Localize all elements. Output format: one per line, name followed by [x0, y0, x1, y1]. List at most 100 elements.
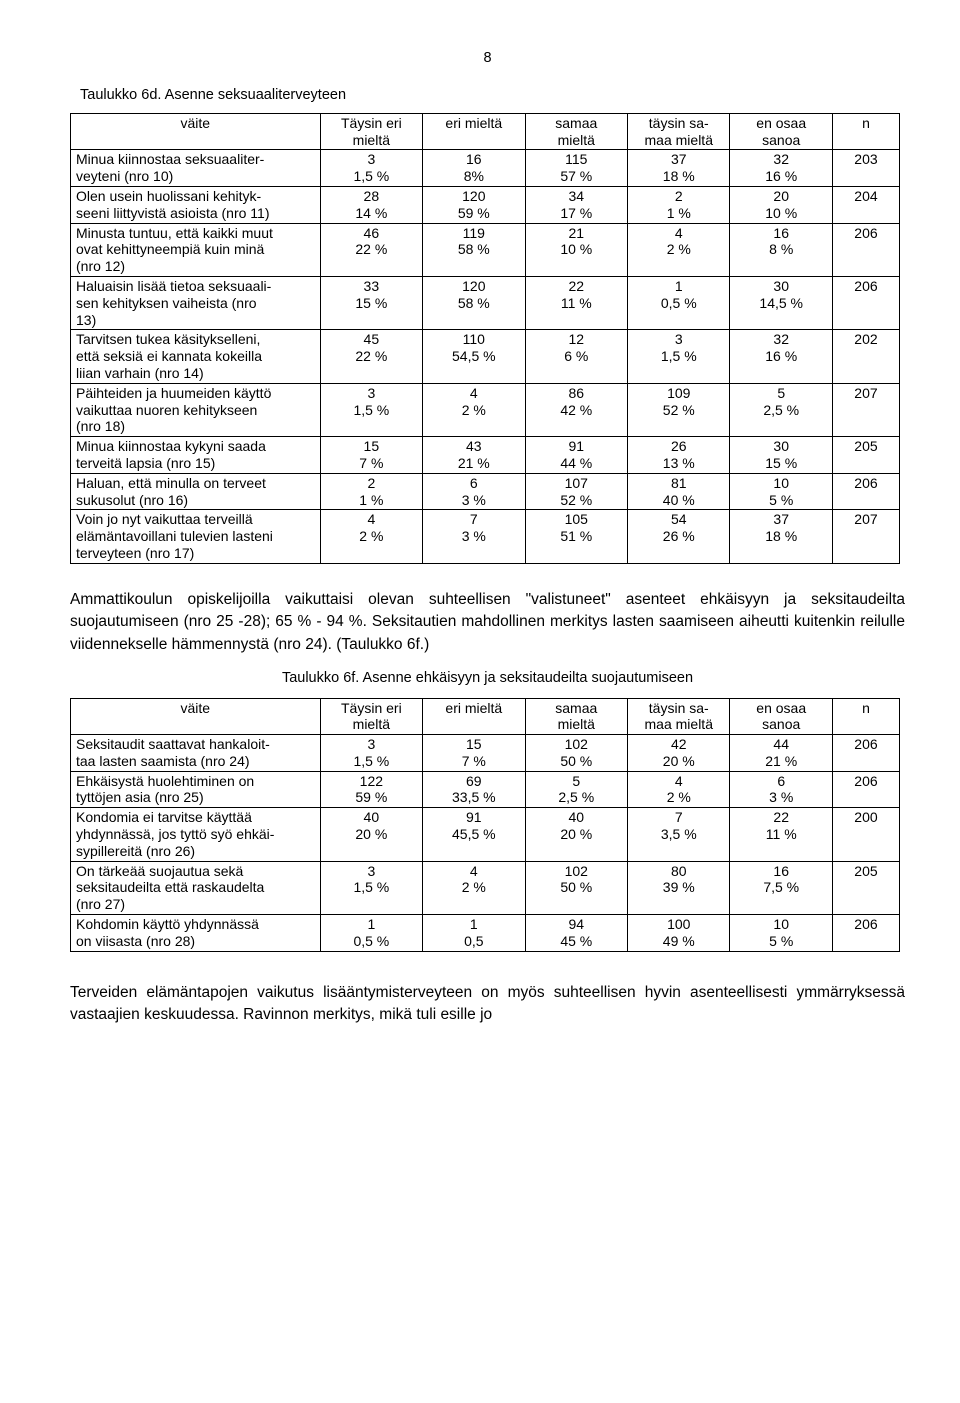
- col-vaite: väite: [71, 113, 321, 150]
- cell-n: 206: [832, 735, 899, 772]
- cell: 126 %: [525, 330, 627, 383]
- cell: 105 %: [730, 473, 832, 510]
- col-en-osaa: en osaasanoa: [730, 113, 832, 150]
- cell: 10049 %: [628, 915, 730, 952]
- row-label: Kondomia ei tarvitse käyttääyhdynnässä, …: [71, 808, 321, 861]
- cell: 2211 %: [525, 276, 627, 329]
- cell-n: 206: [832, 915, 899, 952]
- table-row: Minua kiinnostaa kykyni saadaterveitä la…: [71, 437, 900, 474]
- table-row: Voin jo nyt vaikuttaa terveilläelämäntav…: [71, 510, 900, 563]
- cell: 168%: [423, 150, 525, 187]
- table2-title: Taulukko 6f. Asenne ehkäisyyn ja seksita…: [70, 670, 905, 687]
- cell: 9144 %: [525, 437, 627, 474]
- cell: 21 %: [320, 473, 422, 510]
- table-row: Päihteiden ja huumeiden käyttövaikuttaa …: [71, 383, 900, 436]
- row-label: Minua kiinnostaa seksuaaliter-veyteni (n…: [71, 150, 321, 187]
- cell: 31,5 %: [320, 383, 422, 436]
- cell: 12059 %: [423, 186, 525, 223]
- cell-n: 202: [832, 330, 899, 383]
- col-samaa: samaamieltä: [525, 698, 627, 735]
- cell: 9445 %: [525, 915, 627, 952]
- cell: 42 %: [423, 383, 525, 436]
- cell: 42 %: [628, 223, 730, 276]
- table-row: On tärkeää suojautua sekäseksitaudeilta …: [71, 861, 900, 914]
- cell: 8039 %: [628, 861, 730, 914]
- col-vaite: väite: [71, 698, 321, 735]
- cell: 42 %: [628, 771, 730, 808]
- table-row: Olen usein huolissani kehityk-seeni liit…: [71, 186, 900, 223]
- cell: 12259 %: [320, 771, 422, 808]
- table-row: Minusta tuntuu, että kaikki muutovat keh…: [71, 223, 900, 276]
- cell: 21 %: [628, 186, 730, 223]
- cell: 3718 %: [628, 150, 730, 187]
- row-label: Haluan, että minulla on terveetsukusolut…: [71, 473, 321, 510]
- cell: 5426 %: [628, 510, 730, 563]
- cell: 4622 %: [320, 223, 422, 276]
- col-taysin-eri: Täysin erimieltä: [320, 698, 422, 735]
- col-en-osaa: en osaasanoa: [730, 698, 832, 735]
- cell: 2110 %: [525, 223, 627, 276]
- paragraph-1: Ammattikoulun opiskelijoilla vaikuttaisi…: [70, 589, 905, 656]
- row-label: Ehkäisystä huolehtiminen ontyttöjen asia…: [71, 771, 321, 808]
- row-label: Haluaisin lisää tietoa seksuaali-sen keh…: [71, 276, 321, 329]
- cell: 4522 %: [320, 330, 422, 383]
- cell: 10,5 %: [320, 915, 422, 952]
- cell: 10,5: [423, 915, 525, 952]
- cell-n: 203: [832, 150, 899, 187]
- cell: 73 %: [423, 510, 525, 563]
- cell: 42 %: [320, 510, 422, 563]
- cell: 11557 %: [525, 150, 627, 187]
- table-row: Seksitaudit saattavat hankaloit-taa last…: [71, 735, 900, 772]
- table-row: Haluaisin lisää tietoa seksuaali-sen keh…: [71, 276, 900, 329]
- cell: 6933,5 %: [423, 771, 525, 808]
- cell: 168 %: [730, 223, 832, 276]
- table-row: Kohdomin käyttö yhdynnässäon viisasta (n…: [71, 915, 900, 952]
- cell: 10250 %: [525, 861, 627, 914]
- cell: 63 %: [730, 771, 832, 808]
- cell: 2613 %: [628, 437, 730, 474]
- cell: 9145,5 %: [423, 808, 525, 861]
- cell: 2814 %: [320, 186, 422, 223]
- row-label: Seksitaudit saattavat hankaloit-taa last…: [71, 735, 321, 772]
- cell: 10,5 %: [628, 276, 730, 329]
- cell: 11054,5 %: [423, 330, 525, 383]
- cell: 73,5 %: [628, 808, 730, 861]
- cell: 3315 %: [320, 276, 422, 329]
- col-samaa: samaamieltä: [525, 113, 627, 150]
- cell-n: 207: [832, 510, 899, 563]
- cell-n: 205: [832, 861, 899, 914]
- cell: 52,5 %: [525, 771, 627, 808]
- table-row: Haluan, että minulla on terveetsukusolut…: [71, 473, 900, 510]
- row-label: Tarvitsen tukea käsitykselleni,että seks…: [71, 330, 321, 383]
- row-label: Minua kiinnostaa kykyni saadaterveitä la…: [71, 437, 321, 474]
- cell-n: 206: [832, 276, 899, 329]
- cell-n: 206: [832, 223, 899, 276]
- cell: 8140 %: [628, 473, 730, 510]
- cell: 3216 %: [730, 330, 832, 383]
- cell: 2211 %: [730, 808, 832, 861]
- cell: 3216 %: [730, 150, 832, 187]
- cell: 10952 %: [628, 383, 730, 436]
- cell: 3015 %: [730, 437, 832, 474]
- cell-n: 205: [832, 437, 899, 474]
- page-number: 8: [70, 50, 905, 67]
- cell: 52,5 %: [730, 383, 832, 436]
- cell: 31,5 %: [320, 861, 422, 914]
- col-eri-mielta: eri mieltä: [423, 113, 525, 150]
- row-label: Olen usein huolissani kehityk-seeni liit…: [71, 186, 321, 223]
- row-label: Päihteiden ja huumeiden käyttövaikuttaa …: [71, 383, 321, 436]
- col-taysin-samaa: täysin sa-maa mieltä: [628, 113, 730, 150]
- cell: 2010 %: [730, 186, 832, 223]
- cell-n: 204: [832, 186, 899, 223]
- cell: 12058 %: [423, 276, 525, 329]
- cell: 105 %: [730, 915, 832, 952]
- cell: 3718 %: [730, 510, 832, 563]
- col-n: n: [832, 113, 899, 150]
- cell: 31,5 %: [320, 150, 422, 187]
- cell: 10551 %: [525, 510, 627, 563]
- cell: 10250 %: [525, 735, 627, 772]
- cell: 31,5 %: [628, 330, 730, 383]
- table1-title: Taulukko 6d. Asenne seksuaaliterveyteen: [80, 87, 905, 104]
- cell: 4321 %: [423, 437, 525, 474]
- cell: 3417 %: [525, 186, 627, 223]
